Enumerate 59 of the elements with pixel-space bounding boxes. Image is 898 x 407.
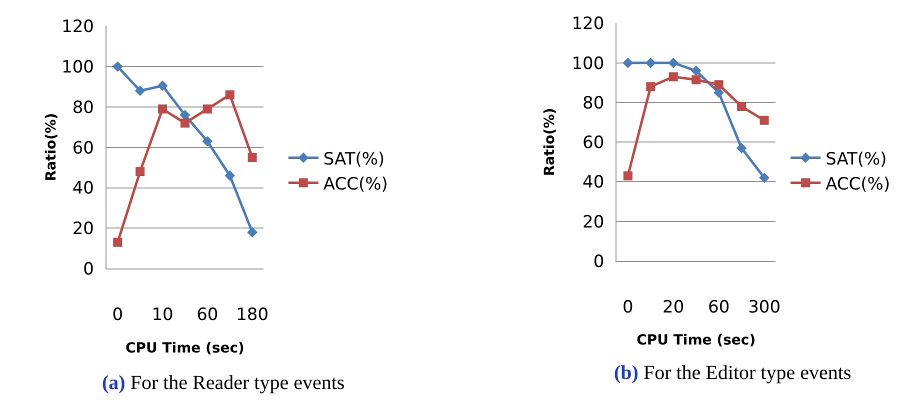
point [247, 227, 258, 238]
y-tick-label: 80 [72, 98, 94, 118]
y-tick-label: 0 [593, 252, 604, 272]
point [646, 82, 656, 92]
y-tick-label: 20 [582, 212, 604, 232]
point [760, 116, 769, 125]
y-tick-label: 100 [572, 54, 604, 74]
point [690, 66, 702, 76]
y-axis-title: Ratio(%) [542, 108, 558, 176]
point [224, 170, 236, 181]
point [112, 61, 123, 72]
x-tick-label: 300 [748, 297, 781, 318]
point [692, 75, 701, 84]
point [622, 58, 634, 68]
x-tick-label: 180 [236, 304, 269, 325]
text: (b) For the Editor type events [614, 362, 852, 384]
point [248, 152, 257, 162]
point [202, 136, 213, 146]
x-tick-label: 60 [196, 304, 218, 325]
y-tick-label: 100 [62, 57, 94, 78]
legend-label: SAT(%) [826, 149, 887, 170]
x-tick-label: 0 [622, 297, 634, 318]
point [714, 80, 724, 90]
y-tick-label: 20 [72, 219, 94, 240]
point [736, 142, 747, 154]
point [737, 102, 746, 111]
y-axis-title: Ratio(%) [43, 112, 60, 182]
x-tick-label: 20 [662, 297, 684, 318]
text: (a) For the Reader type events [102, 372, 345, 394]
x-tick-label: 60 [708, 297, 730, 318]
point [134, 86, 146, 96]
point [225, 90, 234, 100]
y-tick-label: 80 [582, 93, 604, 114]
point [180, 118, 190, 128]
y-tick-label: 40 [72, 178, 94, 199]
legend-label: ACC(%) [323, 174, 388, 194]
x-tick-label: 0 [112, 304, 124, 325]
point [623, 171, 632, 180]
point [645, 58, 656, 68]
y-tick-label: 120 [62, 17, 94, 38]
x-tick-label: 10 [152, 304, 174, 325]
x-axis-title: CPU Time (sec) [125, 340, 244, 356]
point [157, 80, 168, 91]
y-tick-label: 60 [582, 133, 604, 154]
point [668, 72, 678, 82]
point [202, 104, 212, 114]
y-tick-label: 40 [582, 172, 604, 193]
x-axis-title: CPU Time (sec) [636, 332, 756, 349]
point [136, 167, 145, 176]
point [158, 104, 168, 114]
y-tick-label: 60 [72, 138, 94, 158]
legend-label: SAT(%) [323, 149, 385, 170]
point [759, 172, 770, 183]
y-tick-label: 120 [572, 14, 604, 34]
point [180, 110, 190, 120]
y-tick-label: 0 [83, 260, 94, 280]
point [668, 58, 679, 68]
legend-label: ACC(%) [826, 174, 890, 194]
point [113, 238, 122, 247]
